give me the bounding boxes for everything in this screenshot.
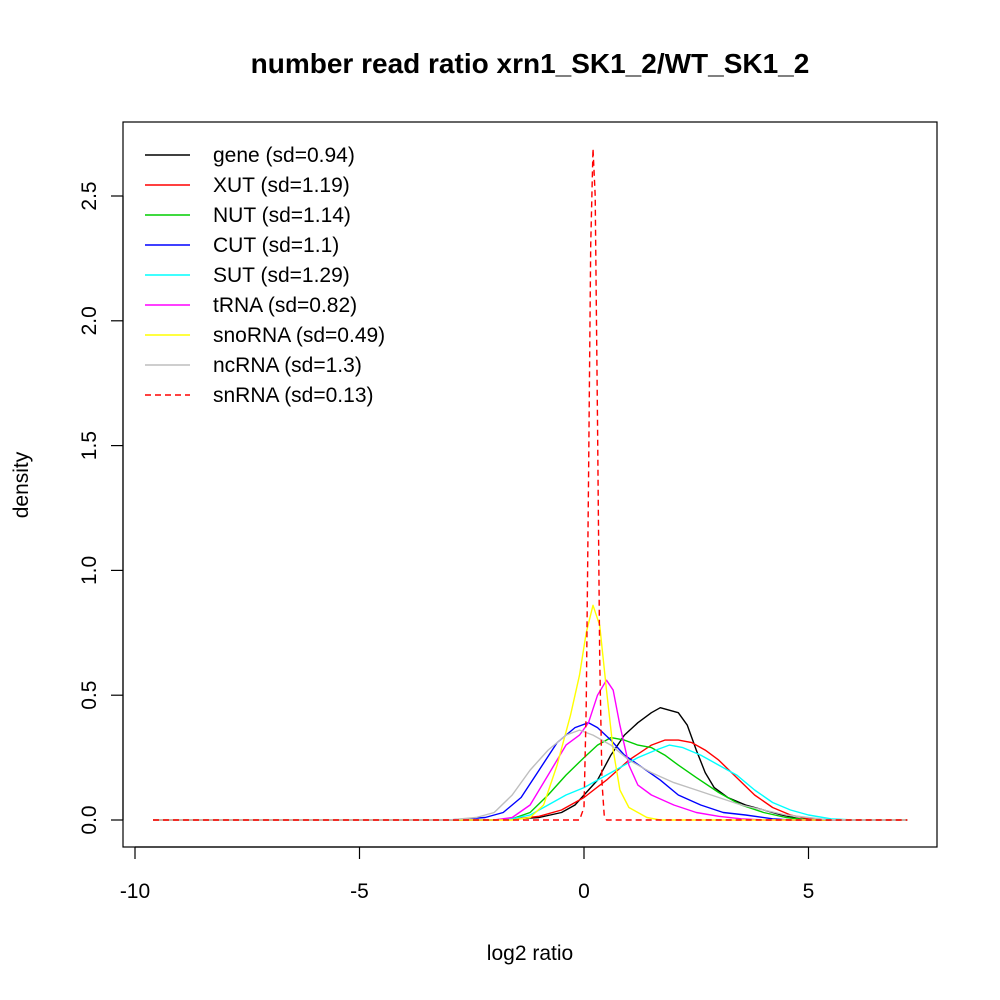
legend-label: CUT (sd=1.1) [213,234,339,257]
series-line [153,679,908,821]
x-tick-label: 5 [803,880,815,903]
y-tick-label: 2.0 [78,306,101,335]
legend-label: snRNA (sd=0.13) [213,384,374,407]
series-line [153,729,908,821]
x-tick-label: -5 [350,880,369,903]
series-line [153,744,908,821]
y-tick-label: 1.5 [78,431,101,460]
legend-label: ncRNA (sd=1.3) [213,354,362,377]
series-line [153,707,908,821]
legend-label: NUT (sd=1.14) [213,204,351,227]
x-tick-label: -10 [120,880,150,903]
legend-label: XUT (sd=1.19) [213,174,350,197]
y-tick-label: 1.0 [78,556,101,585]
y-tick-label: 0.0 [78,805,101,834]
legend-label: snoRNA (sd=0.49) [213,324,385,347]
series-layer [153,147,908,821]
legend-label: tRNA (sd=0.82) [213,294,357,317]
y-tick-label: 2.5 [78,181,101,210]
x-tick-label: 0 [578,880,590,903]
series-line [153,739,908,821]
x-axis: -10 -5 0 5 [120,846,815,903]
series-line [153,604,908,821]
legend-label: SUT (sd=1.29) [213,264,350,287]
y-axis: 0.0 0.5 1.0 1.5 2.0 2.5 [78,181,124,835]
y-tick-label: 0.5 [78,681,101,710]
chart-title: number read ratio xrn1_SK1_2/WT_SK1_2 [251,48,810,79]
legend: gene (sd=0.94) XUT (sd=1.19) NUT (sd=1.14)… [145,144,385,407]
plot-frame [122,121,938,848]
series-line [153,147,908,821]
y-axis-label: density [10,451,33,518]
series-line [153,736,908,821]
legend-label: gene (sd=0.94) [213,144,355,167]
series-line [153,722,908,821]
x-axis-label: log2 ratio [487,942,573,965]
